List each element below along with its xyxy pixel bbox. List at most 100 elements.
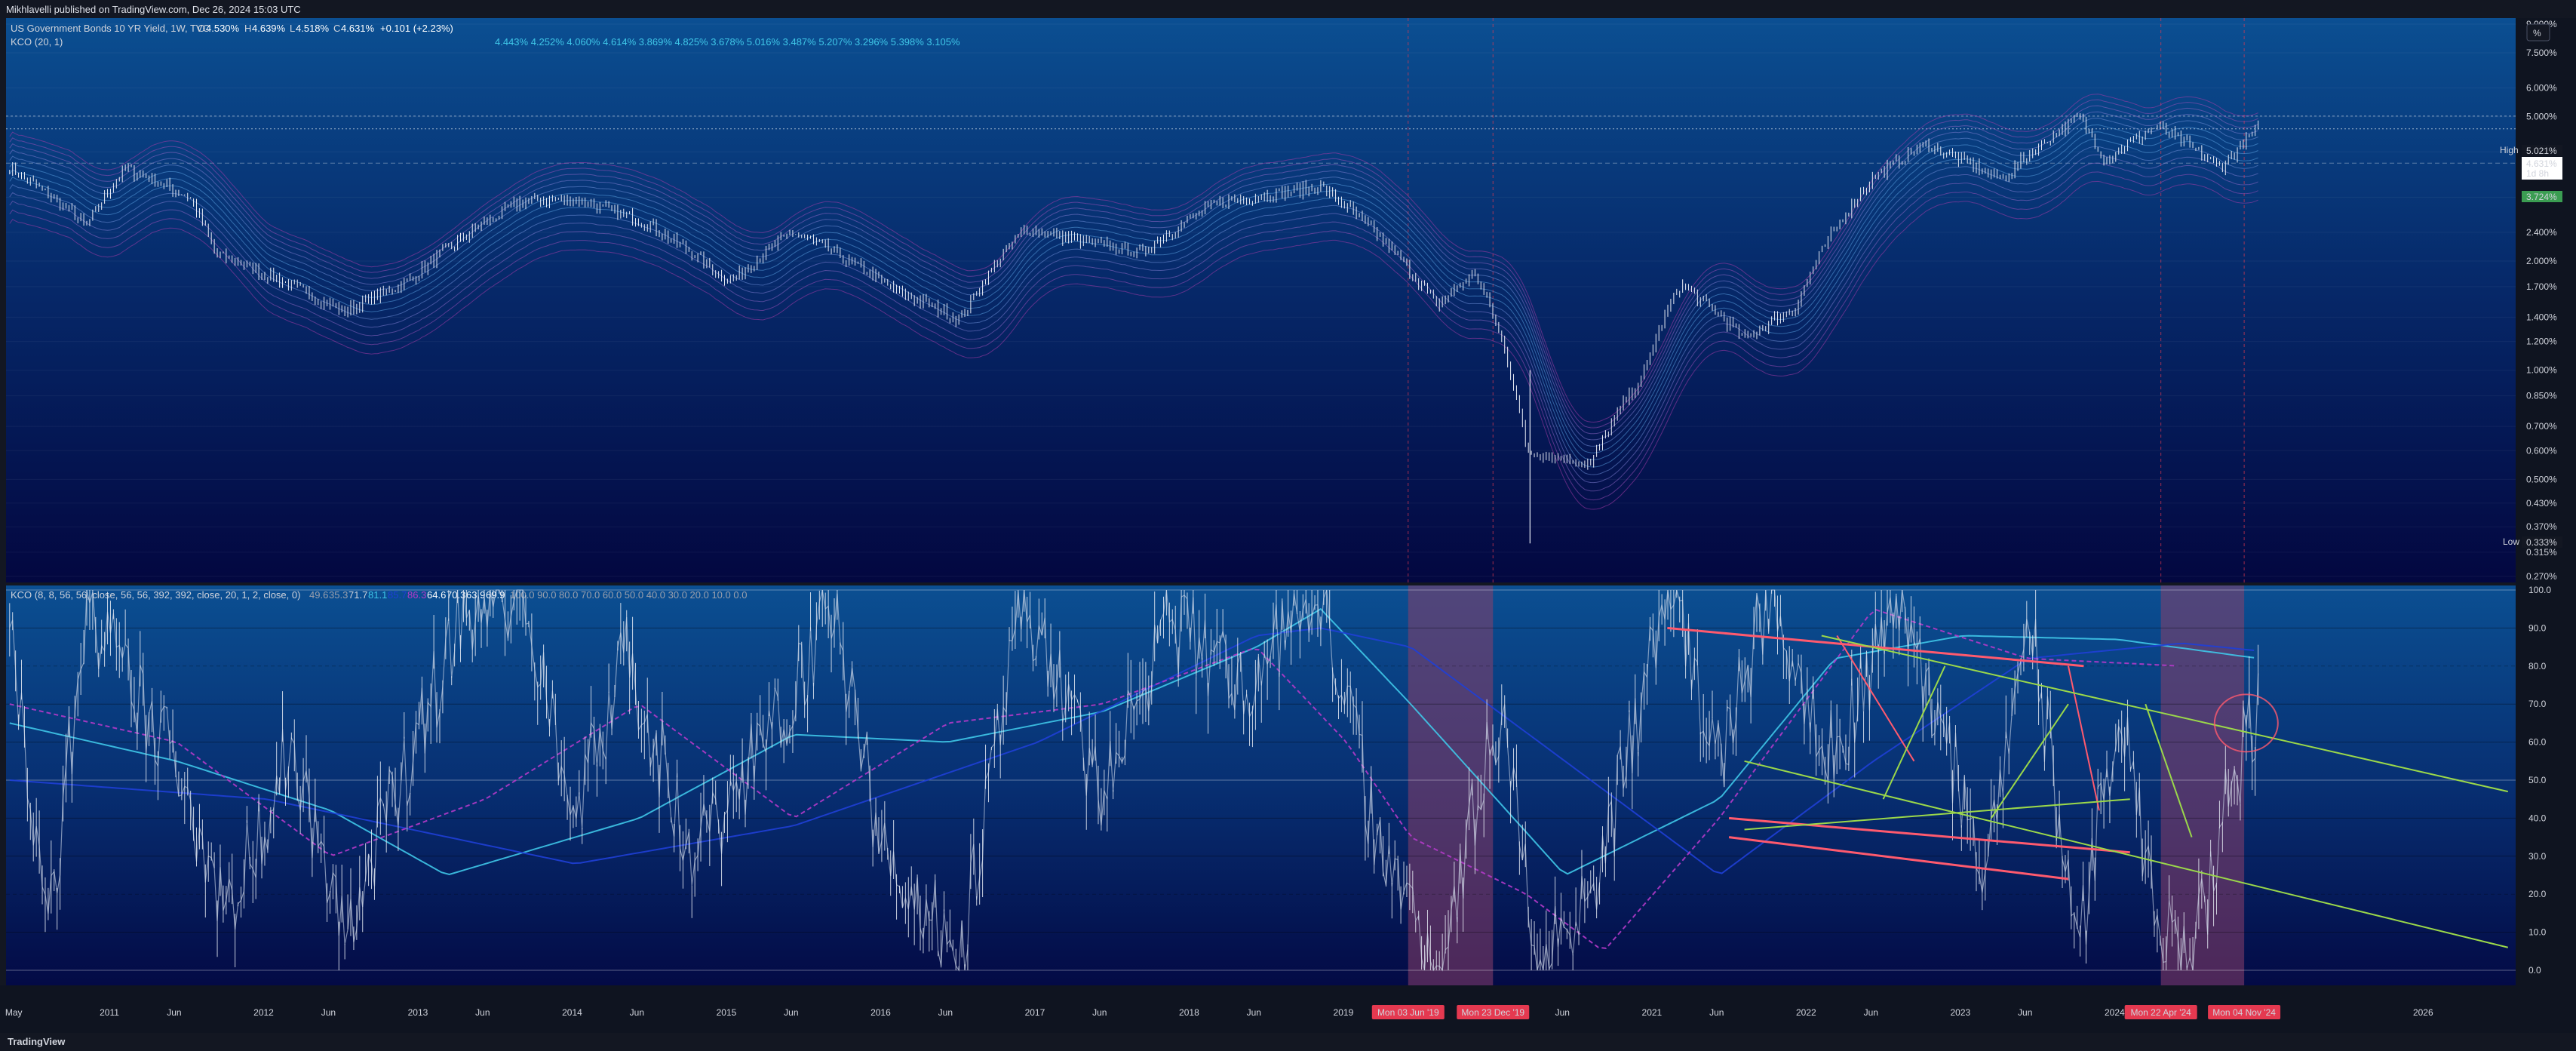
time-marker-badge (1457, 1005, 1530, 1019)
circle-annotation (2213, 693, 2279, 753)
trendline-red (1667, 626, 2084, 668)
footer: TradingView (0, 1033, 2576, 1051)
time-tick-label: Jun (1864, 1007, 1878, 1018)
time-tick-label: 2018 (1179, 1007, 1199, 1018)
kco-main-title: KCO (20, 1) (11, 36, 63, 48)
symbol-title: US Government Bonds 10 YR Yield, 1W, TVC (11, 23, 210, 34)
price-axis-labels: 9.000%7.500%6.000%5.000%4.000%3.000%2.40… (2526, 19, 2557, 582)
keltner-band (9, 94, 2258, 423)
time-marker-label: Mon 03 Jun '19 (1377, 1007, 1439, 1018)
trendline-red (2068, 665, 2100, 811)
keltner-band (9, 105, 2258, 435)
time-tick-label: Jun (1709, 1007, 1724, 1018)
oscillator-tick-label: 90.0 (2528, 622, 2547, 633)
keltner-band (9, 154, 2258, 484)
time-tick-label: Jun (2018, 1007, 2032, 1018)
oscillator-axis-labels: 100.0 90.0 80.0 70.0 60.0 50.0 40.0 30.0 20.0 10.… (2528, 585, 2551, 976)
oscillator-tick-label: 50.0 (2528, 775, 2547, 785)
chart-canvas[interactable]: US Government Bonds 10 YR Yield, 1W, TVC… (0, 18, 2576, 1033)
price-tick-label: 1.200% (2526, 337, 2557, 347)
percent-scale-button[interactable]: % (2526, 23, 2550, 41)
price-tick-label: 6.000% (2526, 83, 2557, 94)
high-badge-label: High (2500, 145, 2519, 155)
trendline-green (1821, 635, 2508, 793)
oscillator-line (9, 609, 2177, 949)
time-tick-label: Jun (938, 1007, 953, 1018)
time-tick-label: Jun (784, 1007, 798, 1018)
time-tick-label: Jun (1555, 1007, 1570, 1018)
kco-main-values: 4.443% 4.252% 4.060% 4.614% 3.869% 4.825… (495, 36, 960, 48)
price-tick-label: 0.500% (2526, 474, 2557, 484)
time-tick-label: 2026 (2413, 1007, 2433, 1018)
oscillator-tick-label: 20.0 (2528, 889, 2547, 899)
oscillator-tick-label: 60.0 (2528, 737, 2547, 748)
low-badge-value: 0.333% (2526, 537, 2557, 548)
low-label: L (290, 23, 295, 34)
keltner-band (9, 146, 2258, 475)
trendline-red (1836, 635, 1915, 762)
open-value: 4.530% (206, 23, 240, 34)
price-tick-label: 2.400% (2526, 227, 2557, 238)
price-candles (9, 112, 2259, 544)
kco-lower-value: 86.3 (407, 589, 426, 601)
time-tick-label: 2013 (408, 1007, 428, 1018)
level-badge-value: 3.724% (2526, 192, 2557, 202)
close-value: 4.631% (341, 23, 375, 34)
level-badge: 3.724% (2522, 191, 2562, 202)
kco-lower-levels: 100.0 90.0 80.0 70.0 60.0 50.0 40.0 30.0… (510, 589, 747, 601)
price-pane[interactable] (6, 18, 2516, 582)
time-tick-label: 2019 (1334, 1007, 1354, 1018)
keltner-band (9, 180, 2258, 510)
time-tick-label: 2023 (1950, 1007, 1970, 1018)
keltner-band (9, 124, 2258, 453)
kco-lower-title: KCO (8, 8, 56, 56, close, 56, 56, 392, 3… (11, 589, 300, 601)
oscillator-legend: KCO (8, 8, 56, 56, close, 56, 56, 392, 3… (11, 589, 747, 601)
time-tick-label: Jun (475, 1007, 490, 1018)
keltner-channel-bands (9, 94, 2258, 510)
keltner-band (9, 99, 2258, 429)
price-tick-label: 2.000% (2526, 256, 2557, 266)
time-tick-label: 2021 (1642, 1007, 1663, 1018)
oscillator-tick-label: 40.0 (2528, 813, 2547, 823)
kco-lower-value: 85.7 (388, 589, 407, 601)
price-tick-label: 7.500% (2526, 48, 2557, 58)
current-price-badge: 4.631% 1d 8h (2522, 157, 2562, 180)
close-label: C (333, 23, 340, 34)
oscillator-line (9, 627, 2255, 874)
high-value: 4.639% (252, 23, 286, 34)
oscillator-bars (9, 589, 2259, 972)
time-tick-label: 2017 (1025, 1007, 1045, 1018)
current-price-countdown: 1d 8h (2526, 168, 2549, 179)
percent-scale-label: % (2533, 28, 2541, 38)
high-label: H (244, 23, 251, 34)
oscillator-tick-label: 30.0 (2528, 851, 2547, 862)
time-tick-label: Jun (1092, 1007, 1107, 1018)
price-tick-label: 0.370% (2526, 521, 2557, 532)
trendline-green (1882, 665, 1946, 800)
price-tick-label: 0.600% (2526, 445, 2557, 456)
trendlines (1667, 626, 2509, 948)
time-tick-label: May (5, 1007, 23, 1018)
price-tick-label: 0.315% (2526, 547, 2557, 558)
price-tick-label: 0.430% (2526, 498, 2557, 509)
trendline-green (1990, 703, 2069, 819)
trendline-green (1744, 798, 2130, 831)
oscillator-fast-line (9, 589, 2259, 972)
time-marker-badge (2124, 1005, 2197, 1019)
time-tick-label: 2022 (1796, 1007, 1816, 1018)
keltner-band (9, 118, 2258, 447)
oscillator-tick-label: 0.0 (2528, 965, 2541, 976)
low-value: 4.518% (296, 23, 330, 34)
time-tick-label: Jun (1247, 1007, 1261, 1018)
kco-lower-value: 64.6 (427, 589, 446, 601)
low-badge-label: Low (2503, 536, 2519, 547)
time-tick-label: 2014 (562, 1007, 582, 1018)
kco-lower-value: 35.3 (329, 589, 348, 601)
kco-lower-value: 81.1 (368, 589, 387, 601)
time-marker-label: Mon 23 Dec '19 (1461, 1007, 1524, 1018)
tradingview-logo: TradingView (8, 1036, 66, 1047)
price-tick-label: 1.000% (2526, 365, 2557, 376)
symbol-legend: US Government Bonds 10 YR Yield, 1W, TVC… (11, 23, 960, 48)
oscillator-tick-label: 70.0 (2528, 699, 2547, 709)
high-badge: High 5.021% (2500, 145, 2562, 156)
